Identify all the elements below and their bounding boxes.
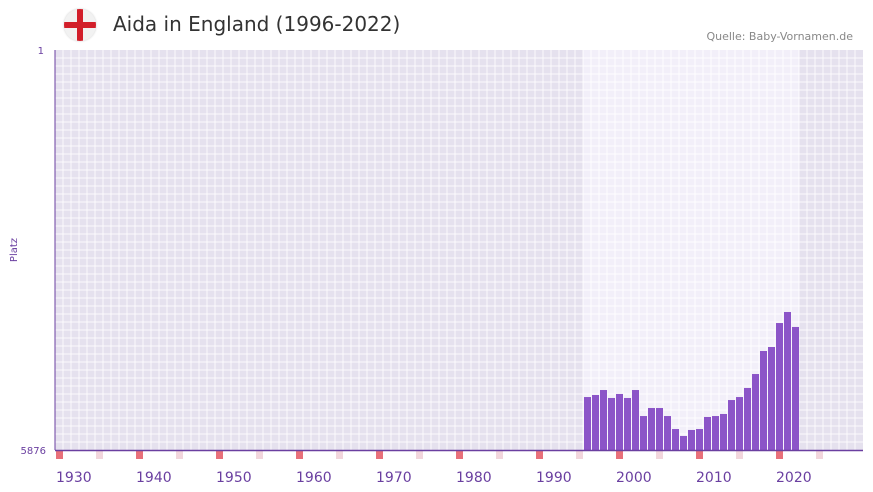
bar-1996[interactable] [584,397,591,450]
x-tick-label: 1990 [536,470,572,486]
bar-2006[interactable] [664,416,671,450]
x-tick-label: 2000 [616,470,652,486]
source-link[interactable]: Quelle: Baby-Vornamen.de [706,30,853,43]
chart-title: Aida in England (1996-2022) [113,12,401,36]
bar-2010[interactable] [696,429,703,450]
year-marker-1945 [176,451,183,459]
x-tick-label: 1960 [296,470,332,486]
bar-2009[interactable] [688,429,695,450]
x-tick-label: 1940 [136,470,172,486]
bar-2017[interactable] [752,374,759,450]
x-tick-label: 2020 [776,470,812,486]
year-marker-1940 [136,451,143,459]
year-marker-2020 [776,451,783,459]
year-marker-1960 [296,451,303,459]
x-tick-label: 1930 [56,470,92,486]
bar-2019[interactable] [768,346,775,450]
bar-2005[interactable] [656,407,663,450]
bar-1999[interactable] [608,397,615,450]
year-marker-2010 [696,451,703,459]
year-marker-2005 [656,451,663,459]
year-marker-1990 [536,451,543,459]
bar-2012[interactable] [712,416,719,450]
year-marker-2000 [616,451,623,459]
bar-2008[interactable] [680,435,687,450]
bar-2016[interactable] [744,387,751,450]
x-tick-label: 2010 [696,470,732,486]
year-marker-1980 [456,451,463,459]
bar-2014[interactable] [728,400,735,450]
bar-1998[interactable] [600,390,607,450]
bar-2007[interactable] [672,429,679,450]
year-marker-1995 [576,451,583,459]
year-marker-1930 [56,451,63,459]
bar-2002[interactable] [632,390,639,450]
y-tick-label: 5876 [21,446,46,457]
year-marker-1965 [336,451,343,459]
year-marker-1985 [496,451,503,459]
bar-2011[interactable] [704,416,711,450]
year-marker-1955 [256,451,263,459]
year-marker-1975 [416,451,423,459]
bar-2004[interactable] [648,407,655,450]
year-marker-2015 [736,451,743,459]
bar-2003[interactable] [640,416,647,450]
year-marker-2025 [816,451,823,459]
year-marker-1935 [96,451,103,459]
bar-2013[interactable] [720,413,727,450]
y-tick-label: 1 [38,46,44,57]
x-tick-label: 1970 [376,470,412,486]
bar-2015[interactable] [736,397,743,450]
x-tick-label: 1980 [456,470,492,486]
bar-2021[interactable] [784,311,791,450]
y-axis-label: Platz [9,238,20,262]
x-tick-label: 1950 [216,470,252,486]
year-marker-1970 [376,451,383,459]
bar-2018[interactable] [760,351,767,450]
bar-2022[interactable] [792,326,799,450]
england-flag-icon [64,9,96,41]
bar-1997[interactable] [592,394,599,450]
year-marker-1950 [216,451,223,459]
bar-2020[interactable] [776,323,783,450]
bar-2000[interactable] [616,393,623,450]
bar-2001[interactable] [624,397,631,450]
